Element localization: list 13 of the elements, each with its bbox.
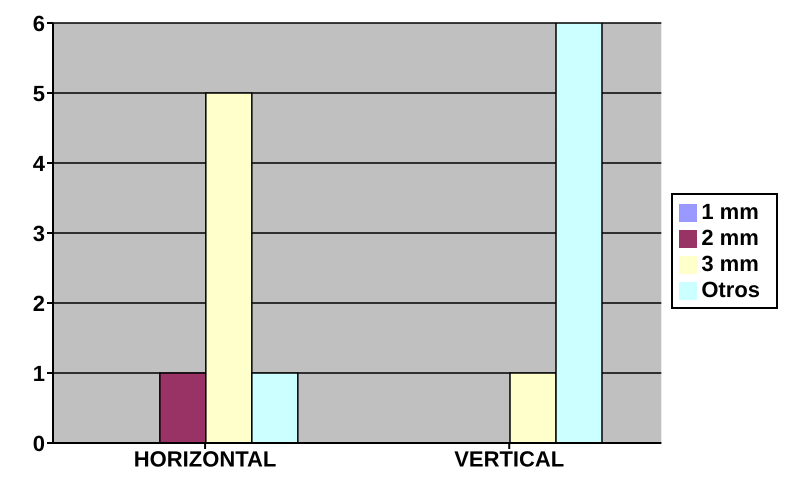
y-tick-label: 6: [32, 10, 45, 36]
legend-label: 3 mm: [701, 250, 759, 276]
legend-label: 1 mm: [701, 198, 759, 224]
y-tick-label: 0: [32, 430, 45, 456]
y-tick-label: 3: [32, 220, 45, 246]
x-tick-label: HORIZONTAL: [134, 446, 276, 472]
y-tick-label: 2: [32, 290, 45, 316]
legend-label: 2 mm: [701, 224, 759, 250]
y-tick-label: 5: [32, 80, 45, 106]
y-tick-label: 4: [32, 150, 46, 176]
y-tick-label: 1: [32, 360, 45, 386]
legend-label: Otros: [701, 276, 760, 302]
x-tick-label: VERTICAL: [454, 446, 564, 472]
